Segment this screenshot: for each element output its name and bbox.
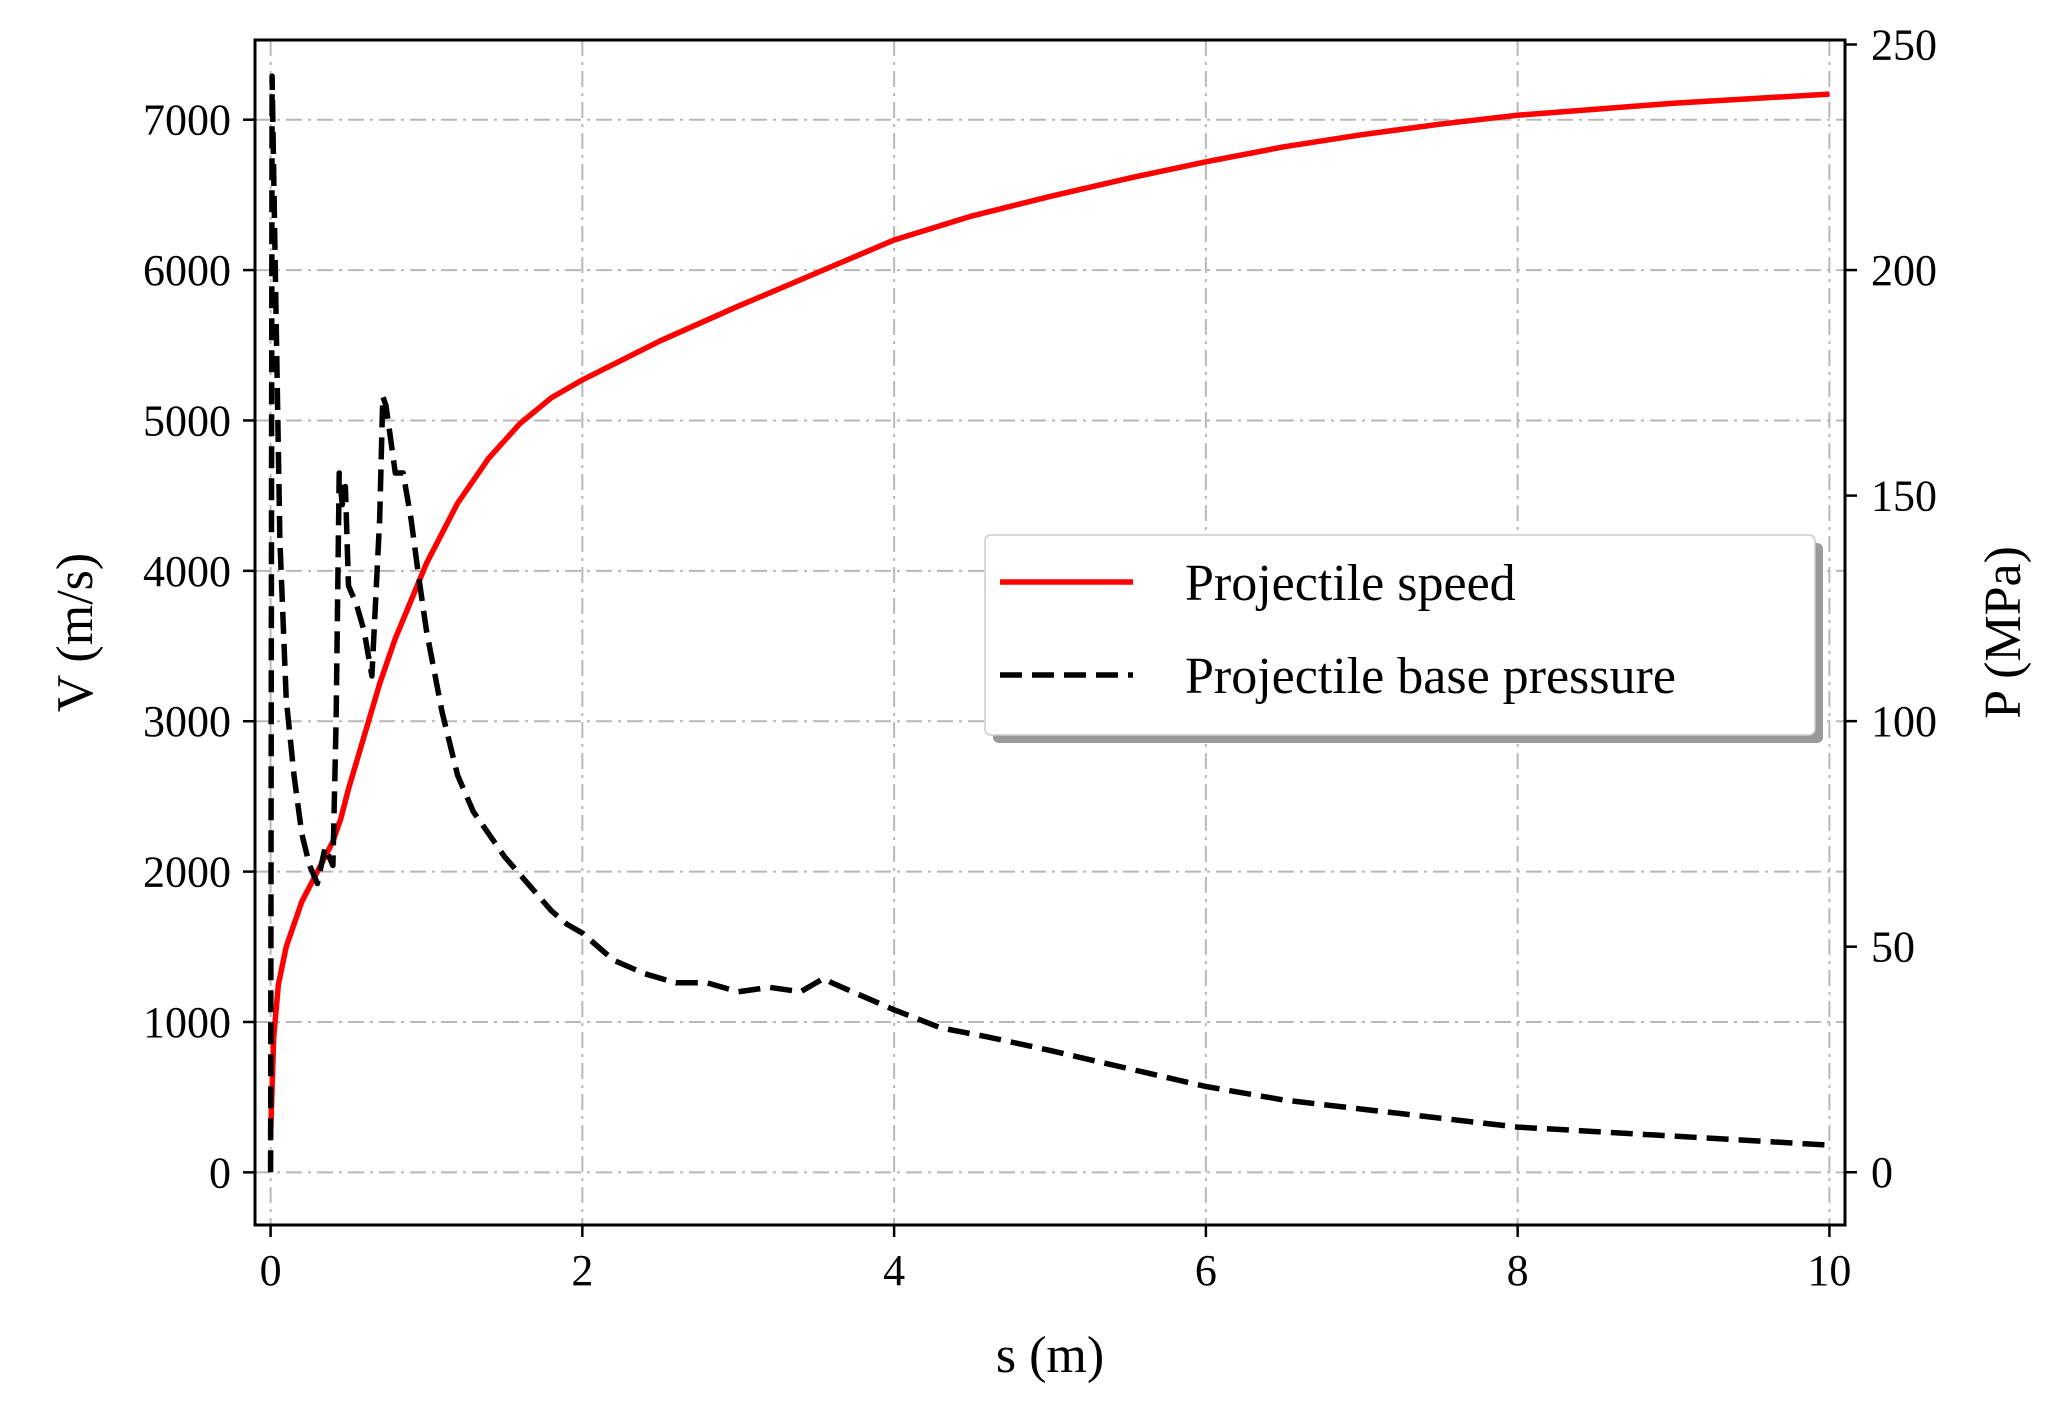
ticks: 0 2 4 6 8 10010002000300040005000600070000501… xyxy=(143,21,1937,1295)
x-tick-label: 8 xyxy=(1507,1246,1529,1295)
y-right-tick-label: 50 xyxy=(1871,923,1915,972)
series-group xyxy=(267,73,1830,1173)
legend-box xyxy=(984,534,1816,736)
y-axis-left-label: V (m/s) xyxy=(47,553,104,712)
y-right-tick-label: 250 xyxy=(1871,21,1937,70)
y-left-tick-label: 0 xyxy=(209,1148,231,1197)
x-tick-label: 10 xyxy=(1807,1246,1851,1295)
y-right-tick-label: 200 xyxy=(1871,246,1937,295)
series-line-projectile-base-pressure xyxy=(267,73,1830,1173)
x-tick-label: 4 xyxy=(883,1246,905,1295)
x-tick-label: 0 xyxy=(260,1246,282,1295)
x-axis-label: s (m) xyxy=(996,1327,1104,1384)
y-right-tick-label: 150 xyxy=(1871,472,1937,521)
y-right-tick-label: 100 xyxy=(1871,697,1937,746)
y-left-tick-label: 4000 xyxy=(143,547,231,596)
y-left-tick-label: 5000 xyxy=(143,396,231,445)
series-line-projectile-speed xyxy=(267,91,1830,1135)
y-left-tick-label: 1000 xyxy=(143,998,231,1047)
y-right-tick-label: 0 xyxy=(1871,1148,1893,1197)
y-left-tick-label: 2000 xyxy=(143,848,231,897)
y-axis-right-label: P (MPa) xyxy=(1975,546,2032,719)
y-left-tick-label: 6000 xyxy=(143,246,231,295)
legend: Projectile speed Projectile base pressur… xyxy=(984,534,1823,743)
legend-label-projectile-speed: Projectile speed xyxy=(1185,555,1516,612)
plot-frame xyxy=(253,38,1847,1227)
x-tick-label: 2 xyxy=(571,1246,593,1295)
legend-label-projectile-base-pressure: Projectile base pressure xyxy=(1185,648,1676,705)
y-left-tick-label: 7000 xyxy=(143,96,231,145)
y-left-tick-label: 3000 xyxy=(143,697,231,746)
x-tick-label: 6 xyxy=(1195,1246,1217,1295)
